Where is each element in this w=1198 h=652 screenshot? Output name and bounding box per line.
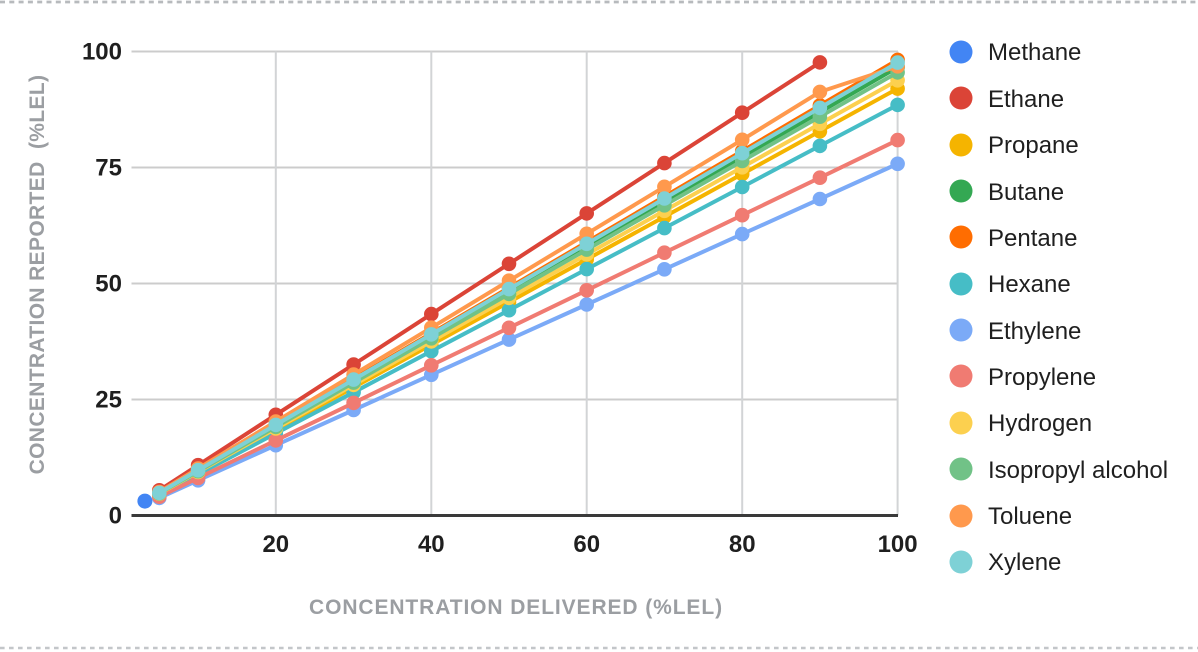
svg-text:CONCENTRATION REPORTED (%LEL): CONCENTRATION REPORTED (%LEL) bbox=[26, 75, 49, 475]
svg-text:Ethane: Ethane bbox=[988, 86, 1064, 113]
svg-text:100: 100 bbox=[878, 531, 918, 558]
svg-text:Methane: Methane bbox=[988, 39, 1081, 66]
svg-text:Ethylene: Ethylene bbox=[988, 318, 1081, 345]
svg-text:0: 0 bbox=[109, 503, 122, 530]
svg-text:CONCENTRATION DELIVERED (%LEL): CONCENTRATION DELIVERED (%LEL) bbox=[309, 596, 723, 619]
svg-text:Hexane: Hexane bbox=[988, 271, 1071, 298]
svg-text:Hydrogen: Hydrogen bbox=[988, 410, 1092, 437]
svg-text:60: 60 bbox=[573, 531, 600, 558]
svg-text:50: 50 bbox=[95, 271, 122, 298]
svg-text:Isopropyl alcohol: Isopropyl alcohol bbox=[988, 457, 1168, 484]
svg-text:25: 25 bbox=[95, 387, 122, 414]
svg-text:Propylene: Propylene bbox=[988, 364, 1096, 391]
svg-text:80: 80 bbox=[729, 531, 756, 558]
svg-text:40: 40 bbox=[418, 531, 445, 558]
svg-text:Butane: Butane bbox=[988, 179, 1064, 206]
svg-text:Xylene: Xylene bbox=[988, 549, 1061, 576]
svg-text:Toluene: Toluene bbox=[988, 503, 1072, 530]
svg-text:Propane: Propane bbox=[988, 132, 1079, 159]
svg-text:Pentane: Pentane bbox=[988, 225, 1077, 252]
svg-text:75: 75 bbox=[95, 155, 122, 182]
svg-text:100: 100 bbox=[82, 39, 122, 66]
svg-text:20: 20 bbox=[262, 531, 289, 558]
